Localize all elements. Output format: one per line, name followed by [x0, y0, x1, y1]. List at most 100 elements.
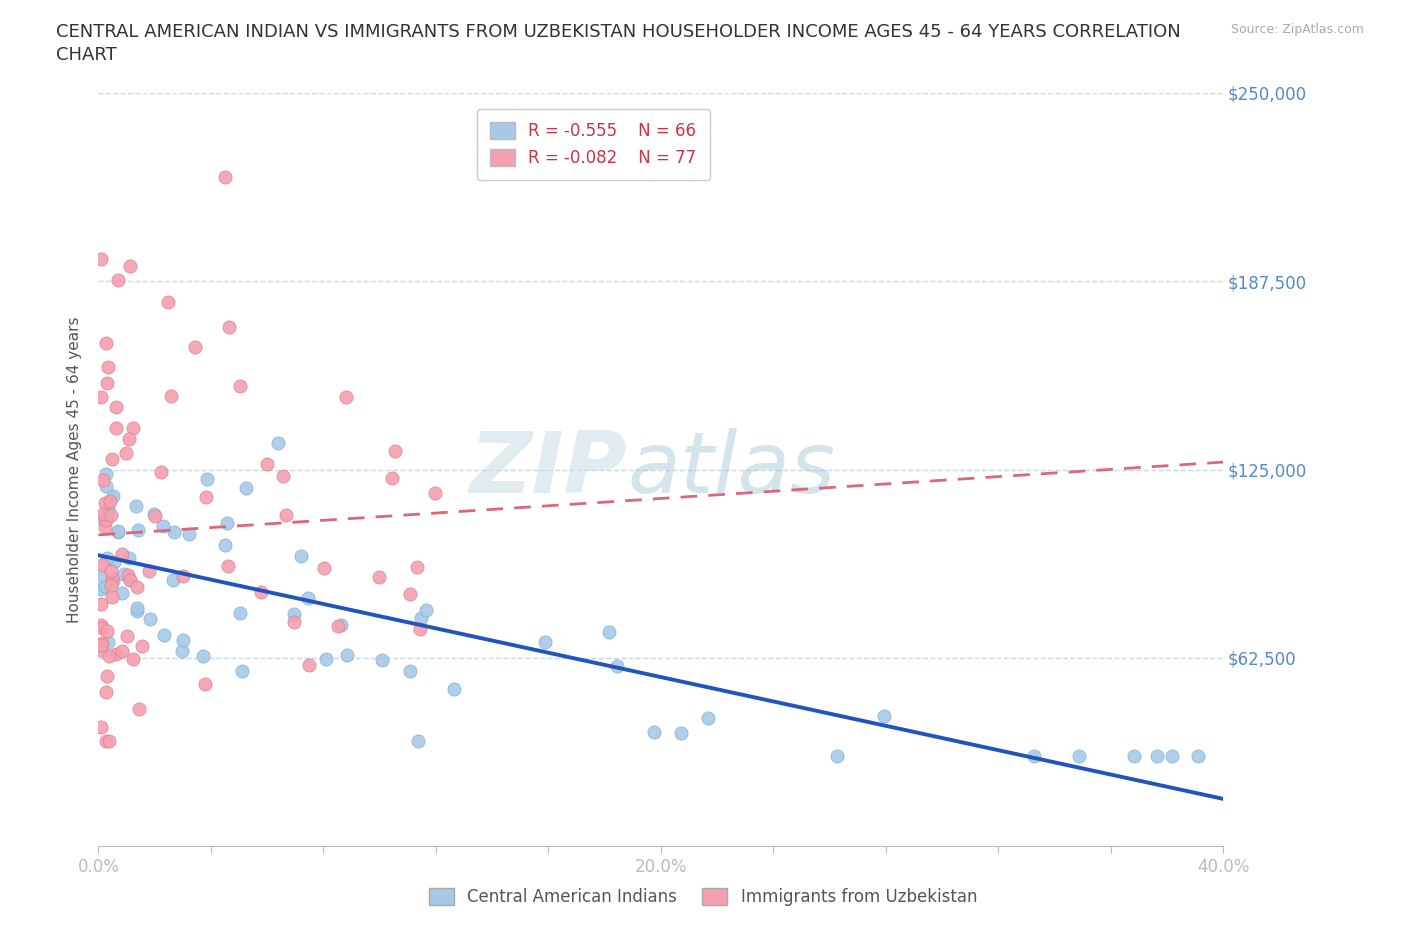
Point — [93, 520, 115, 535]
Point — [127, 579, 149, 594]
Point — [1123, 749, 1146, 764]
Point — [184, 339, 207, 354]
Point — [330, 618, 353, 632]
Point — [107, 272, 129, 287]
Point — [191, 648, 214, 663]
Point — [274, 507, 297, 522]
Point — [111, 546, 134, 561]
Point — [98, 648, 121, 663]
Point — [195, 489, 218, 504]
Point — [1187, 749, 1209, 764]
Point — [415, 602, 437, 617]
Point — [100, 564, 122, 578]
Point — [271, 469, 294, 484]
Point — [94, 496, 117, 511]
Point — [172, 632, 194, 647]
Point — [103, 554, 125, 569]
Point — [425, 485, 447, 500]
Point — [100, 451, 122, 466]
Point — [115, 629, 138, 644]
Point — [643, 725, 665, 740]
Point — [335, 390, 357, 405]
Point — [283, 615, 305, 630]
Point — [256, 457, 278, 472]
Legend: Central American Indians, Immigrants from Uzbekistan: Central American Indians, Immigrants fro… — [422, 881, 984, 912]
Text: CENTRAL AMERICAN INDIAN VS IMMIGRANTS FROM UZBEKISTAN HOUSEHOLDER INCOME AGES 45: CENTRAL AMERICAN INDIAN VS IMMIGRANTS FR… — [56, 23, 1181, 41]
Point — [117, 568, 139, 583]
Point — [98, 493, 121, 508]
Point — [96, 624, 118, 639]
Point — [127, 601, 149, 616]
Point — [297, 591, 319, 605]
Point — [153, 628, 176, 643]
Point — [128, 702, 150, 717]
Point — [290, 548, 312, 563]
Point — [229, 605, 252, 620]
Point — [399, 587, 422, 602]
Point — [229, 379, 252, 393]
Point — [534, 634, 557, 649]
Point — [91, 472, 114, 487]
Point — [696, 711, 718, 725]
Legend: R = -0.555    N = 66, R = -0.082    N = 77: R = -0.555 N = 66, R = -0.082 N = 77 — [477, 109, 710, 180]
Point — [100, 578, 122, 592]
Point — [125, 604, 148, 618]
Point — [90, 635, 112, 650]
Point — [118, 259, 141, 273]
Point — [399, 663, 422, 678]
Point — [97, 734, 120, 749]
Point — [873, 709, 896, 724]
Point — [90, 251, 112, 266]
Point — [408, 621, 430, 636]
Point — [115, 445, 138, 460]
Point — [94, 578, 117, 593]
Point — [195, 472, 218, 486]
Point — [606, 658, 628, 673]
Point — [96, 376, 118, 391]
Point — [250, 584, 273, 599]
Point — [217, 558, 239, 573]
Point — [217, 515, 239, 530]
Point — [101, 573, 124, 588]
Point — [105, 399, 128, 414]
Point — [111, 586, 134, 601]
Text: ZIP: ZIP — [470, 428, 627, 512]
Point — [406, 559, 429, 574]
Point — [267, 435, 290, 450]
Point — [118, 551, 141, 565]
Point — [112, 566, 135, 581]
Point — [172, 569, 194, 584]
Point — [97, 500, 120, 515]
Point — [143, 509, 166, 524]
Point — [177, 526, 200, 541]
Point — [172, 644, 194, 658]
Point — [94, 336, 117, 351]
Point — [139, 612, 162, 627]
Point — [381, 471, 404, 485]
Point — [94, 512, 117, 527]
Point — [90, 720, 112, 735]
Point — [157, 294, 180, 309]
Point — [105, 646, 128, 661]
Point — [90, 581, 112, 596]
Point — [326, 618, 349, 633]
Point — [598, 625, 620, 640]
Point — [91, 558, 114, 573]
Point — [298, 658, 321, 672]
Point — [1146, 749, 1168, 764]
Point — [101, 570, 124, 585]
Point — [160, 389, 183, 404]
Point — [101, 489, 124, 504]
Point — [163, 525, 186, 539]
Point — [411, 610, 433, 625]
Point — [96, 506, 118, 521]
Point — [91, 507, 114, 522]
Text: Source: ZipAtlas.com: Source: ZipAtlas.com — [1230, 23, 1364, 36]
Point — [384, 444, 406, 458]
Point — [100, 590, 122, 604]
Point — [104, 420, 127, 435]
Point — [1161, 749, 1184, 764]
Point — [235, 481, 257, 496]
Point — [283, 606, 305, 621]
Point — [138, 564, 160, 578]
